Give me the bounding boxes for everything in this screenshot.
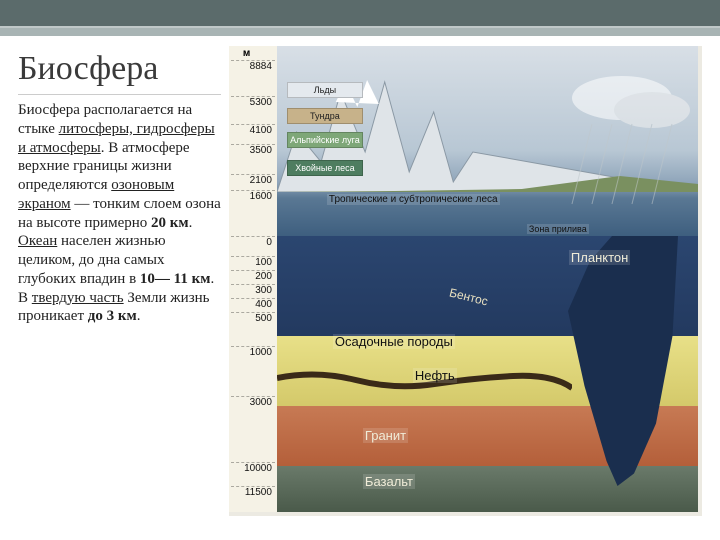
biome-band: Тундра xyxy=(287,108,363,124)
scale-tick: 8884 xyxy=(231,60,275,72)
label-sediment: Осадочные породы xyxy=(333,334,455,349)
scale-tick: 10000 xyxy=(231,462,275,474)
link-solid: твердую часть xyxy=(32,290,124,306)
scale-tick: 5300 xyxy=(231,96,275,108)
biome-band: Хвойные леса xyxy=(287,160,363,176)
slide-top-band xyxy=(0,0,720,28)
scale-tick: 1000 xyxy=(231,346,275,358)
bold-3km: до 3 км xyxy=(88,308,137,324)
scale-tick: 300 xyxy=(231,284,275,296)
biome-band: Льды xyxy=(287,82,363,98)
scale-unit: м xyxy=(243,48,250,59)
text-column: Биосфера Биосфера располагается на стыке… xyxy=(18,46,221,526)
content-area: Биосфера Биосфера располагается на стыке… xyxy=(18,46,702,526)
scale-tick: 4100 xyxy=(231,124,275,136)
scale-tick: 200 xyxy=(231,270,275,282)
text-run: . xyxy=(189,215,193,231)
scale-tick: 0 xyxy=(231,236,275,248)
bold-20km: 20 км xyxy=(151,215,189,231)
scale-tick: 1600 xyxy=(231,190,275,202)
text-run: . xyxy=(137,308,141,324)
scale-tick: 2100 xyxy=(231,174,275,186)
depth-scale: м 8884 5300 4100 3500 2100 1600 0 100 200 300 400 5… xyxy=(229,46,277,512)
scale-tick: 500 xyxy=(231,312,275,324)
basalt-layer xyxy=(277,466,698,512)
link-ocean: Океан xyxy=(18,233,57,249)
slide-title: Биосфера xyxy=(18,50,221,95)
scale-tick: 3000 xyxy=(231,396,275,408)
clouds-rain-icon xyxy=(562,64,692,214)
biosphere-diagram: Льды Тундра Альпийские луга Хвойные леса Тр… xyxy=(229,46,702,516)
label-tropical: Тропические и субтропические леса xyxy=(327,194,500,205)
bold-10-11km: 10— 11 км xyxy=(140,271,211,287)
label-tidezone: Зона прилива xyxy=(527,224,589,234)
biome-band: Альпийские луга xyxy=(287,132,363,148)
body-paragraph: Биосфера располагается на стыке литосфер… xyxy=(18,101,221,326)
label-oil: Нефть xyxy=(413,368,457,383)
label-basalt: Базальт xyxy=(363,474,415,489)
scale-tick: 100 xyxy=(231,256,275,268)
scale-tick: 400 xyxy=(231,298,275,310)
scale-tick: 3500 xyxy=(231,144,275,156)
label-granite: Гранит xyxy=(363,428,408,443)
scale-tick: 11500 xyxy=(231,486,275,498)
label-plankton: Планктон xyxy=(569,250,630,265)
